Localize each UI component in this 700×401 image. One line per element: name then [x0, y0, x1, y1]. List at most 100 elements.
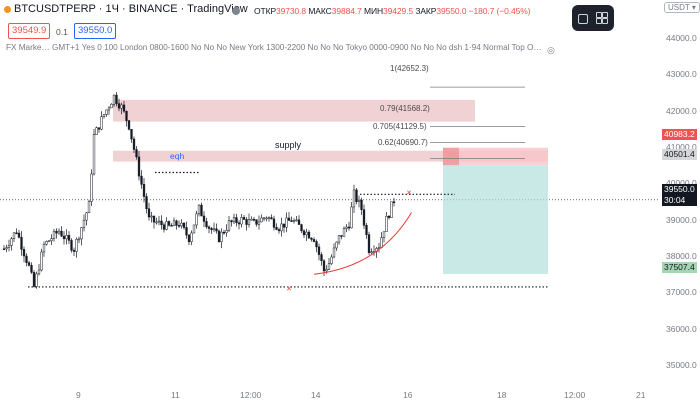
candle-down	[167, 221, 171, 226]
candle-up	[47, 240, 51, 243]
hide-indicator-icon[interactable]: ◎	[547, 45, 555, 55]
candle-up	[295, 219, 298, 222]
candle-down	[187, 234, 191, 243]
candle-up	[327, 263, 331, 270]
candle-down	[365, 225, 368, 235]
candle-down	[287, 217, 291, 221]
candle-down	[310, 237, 313, 240]
candle-up	[57, 230, 61, 234]
stop-zone	[443, 147, 548, 166]
candle-up	[370, 251, 373, 253]
candle-up	[292, 220, 296, 222]
current-price-value: 39550.0	[664, 184, 695, 194]
price-axis-label: 41000.0	[666, 142, 697, 153]
candle-up	[82, 219, 86, 228]
candle-down	[132, 138, 136, 150]
time-axis-label: 11	[171, 390, 180, 400]
candle-down	[217, 230, 221, 243]
supply-label: supply	[275, 140, 302, 150]
candle-up	[10, 238, 13, 246]
candle-up	[247, 219, 251, 225]
candle-down	[70, 240, 73, 251]
grid-icon[interactable]	[596, 12, 608, 24]
candle-down	[2, 248, 6, 251]
candle-up	[112, 94, 116, 105]
candle-down	[297, 219, 301, 225]
candle-down	[207, 226, 211, 229]
candle-down	[275, 227, 278, 230]
candle-up	[262, 217, 266, 220]
candle-up	[110, 103, 113, 109]
eqh-label: eqh	[170, 151, 185, 161]
candle-up	[197, 204, 201, 215]
candle-up	[42, 243, 46, 253]
candle-down	[320, 254, 323, 262]
fib-zone	[113, 99, 475, 122]
entry-marker	[443, 147, 459, 166]
candle-down	[177, 225, 181, 227]
candle-down	[152, 215, 156, 223]
candle-down	[322, 260, 326, 272]
candle-up	[35, 273, 38, 287]
candle-up	[382, 231, 386, 238]
candle-down	[272, 218, 276, 228]
candle-down	[175, 220, 178, 226]
candle-down	[32, 272, 36, 287]
candle-up	[285, 217, 288, 228]
candle-down	[67, 235, 71, 241]
candle-down	[242, 217, 246, 220]
layout-toolbar-button[interactable]	[572, 5, 614, 31]
candle-down	[97, 127, 101, 130]
fib-label-062: 0.62(40690.7)	[378, 138, 428, 147]
candle-down	[282, 223, 286, 228]
time-axis-label: 12:00	[564, 390, 586, 400]
candle-up	[250, 218, 253, 221]
spread-value: 0.1	[53, 25, 71, 39]
candle-up	[155, 221, 158, 224]
candle-down	[135, 149, 138, 158]
candle-up	[77, 238, 81, 241]
eye-icon[interactable]	[232, 7, 240, 15]
candle-down	[222, 231, 226, 234]
candle-up	[342, 228, 346, 237]
candle-up	[220, 231, 223, 243]
candle-down	[130, 129, 133, 140]
candle-up	[65, 235, 68, 240]
candle-down	[145, 196, 148, 209]
candle-up	[12, 232, 16, 239]
candle-up	[380, 237, 383, 248]
candle-down	[62, 235, 66, 240]
sell-button[interactable]: 39549.9	[8, 23, 51, 39]
candle-up	[90, 173, 93, 202]
candle-down	[142, 184, 146, 197]
entry-price-tag: 40501.4	[662, 149, 697, 160]
candle-up	[40, 251, 43, 271]
indicator-legend[interactable]: FX Marke… GMT+1 Yes 0 100 London 0800-16…	[6, 43, 542, 52]
buy-button[interactable]: 39550.0	[74, 23, 117, 39]
candle-up	[180, 222, 183, 227]
time-axis-label: 16	[403, 390, 413, 400]
candle-down	[170, 225, 173, 227]
candle-up	[352, 189, 356, 208]
candle-down	[15, 232, 18, 235]
time-axis-label: 18	[497, 390, 507, 400]
candle-down	[55, 230, 58, 234]
candle-up	[172, 220, 176, 227]
candle-down	[277, 229, 281, 232]
candle-down	[307, 231, 311, 239]
candle-down	[230, 220, 233, 223]
symbol-title[interactable]: BTCUSDTPERP · 1Ч · BINANCE · TradingView	[14, 3, 248, 15]
candle-down	[20, 237, 23, 250]
candle-up	[85, 212, 88, 221]
fib-label-079: 0.79(41568.2)	[380, 104, 430, 113]
candle-up	[5, 247, 8, 250]
candle-down	[255, 219, 258, 225]
candle-up	[345, 226, 348, 229]
candle-up	[195, 213, 198, 226]
candle-up	[357, 199, 361, 202]
candle-down	[127, 120, 131, 130]
candle-down	[367, 234, 371, 253]
square-icon[interactable]	[578, 14, 588, 24]
currency-selector[interactable]: USDT ▾	[664, 2, 700, 13]
